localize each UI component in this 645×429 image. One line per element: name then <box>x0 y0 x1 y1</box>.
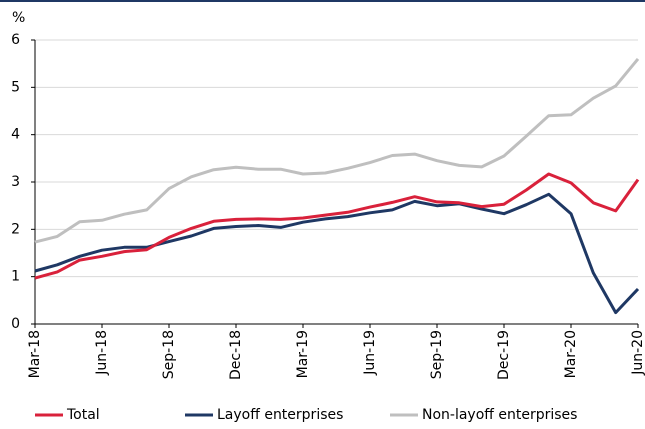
y-tick-label: 4 <box>11 127 20 143</box>
x-tick-label: Mar-18 <box>27 330 43 378</box>
y-tick-label: 0 <box>11 316 20 332</box>
series-line <box>34 192 640 315</box>
x-tick-label: Mar-20 <box>563 330 579 378</box>
series-line <box>34 172 640 280</box>
x-tick-label: Jun-19 <box>362 330 378 376</box>
y-tick-label: 3 <box>11 174 20 190</box>
y-tick-label: 1 <box>11 269 20 285</box>
y-tick-label: 2 <box>11 221 20 237</box>
legend-label: Layoff enterprises <box>217 407 343 423</box>
x-tick-label: Sep-19 <box>429 330 445 379</box>
legend-label: Non-layoff enterprises <box>422 407 577 423</box>
y-tick-label: 6 <box>11 32 20 48</box>
y-tick-label: 5 <box>11 79 20 95</box>
x-tick-label: Dec-19 <box>496 330 512 380</box>
top-rule <box>0 0 645 2</box>
x-tick-label: Sep-18 <box>161 330 177 379</box>
y-axis-label: % <box>12 10 25 26</box>
series-line <box>34 57 640 244</box>
x-tick-label: Mar-19 <box>295 330 311 378</box>
legend-label: Total <box>66 407 100 423</box>
x-tick-label: Jun-20 <box>630 330 645 376</box>
x-tick-label: Jun-18 <box>94 330 110 376</box>
x-tick-label: Dec-18 <box>228 330 244 380</box>
